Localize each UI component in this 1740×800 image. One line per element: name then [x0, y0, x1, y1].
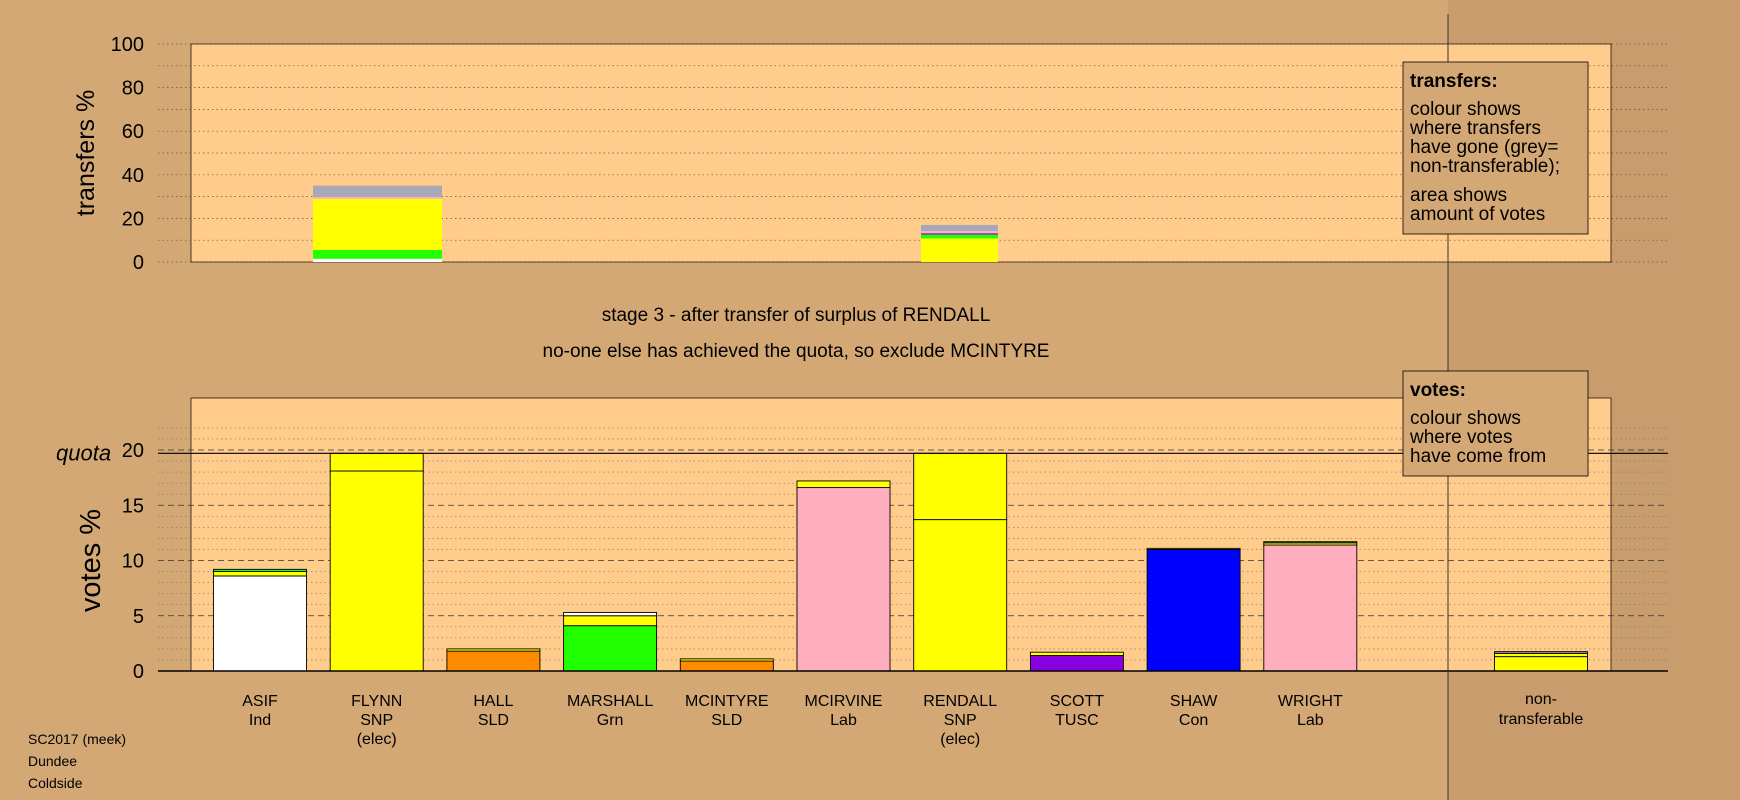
candidate-party-label: Ind	[249, 712, 271, 729]
transfer-segment-rendall	[921, 233, 998, 235]
non-transferable-label: non-	[1525, 691, 1557, 708]
vote-segment-flynn	[329, 452, 424, 472]
candidate-party-label: Lab	[1297, 712, 1324, 729]
candidate-party-label: SNP	[944, 712, 977, 729]
vote-segment-flynn	[329, 470, 424, 672]
candidate-party-label: SNP	[360, 712, 393, 729]
transfer-segment-rendall	[921, 238, 998, 262]
vote-segment-non-transferable	[1494, 656, 1588, 672]
footer-line-2: Dundee	[28, 753, 77, 769]
transfer-segment-rendall	[921, 231, 998, 234]
votes-legend-text: colour shows	[1410, 408, 1521, 429]
candidate-party-label: SLD	[711, 712, 742, 729]
votes-legend-text: where votes	[1409, 427, 1512, 448]
candidate-name-label: FLYNN	[351, 693, 402, 710]
candidate-name-label: MCINTYRE	[685, 693, 769, 710]
candidate-party-label: SLD	[478, 712, 509, 729]
transfers-y-tick-label: 40	[122, 165, 144, 187]
vote-segment-marshall	[563, 625, 658, 672]
candidate-party-label: Grn	[597, 712, 624, 729]
transfer-segment-flynn	[313, 250, 442, 259]
candidate-party-label: Lab	[830, 712, 857, 729]
transfers-y-tick-label: 100	[111, 34, 144, 56]
transfers-y-tick-label: 20	[122, 208, 144, 230]
vote-segment-marshall	[563, 615, 658, 627]
votes-y-tick-label: 5	[133, 606, 144, 628]
transfer-segment-rendall	[921, 224, 998, 232]
vote-segment-rendall	[913, 519, 1008, 672]
non-transferable-label: transferable	[1499, 711, 1584, 728]
votes-legend-text: have come from	[1410, 446, 1546, 467]
transfers-y-tick-label: 80	[122, 78, 144, 100]
votes-y-tick-label: 20	[122, 440, 144, 462]
transfers-y-tick-label: 0	[133, 252, 144, 274]
transfers-legend-text: have gone (grey=	[1410, 137, 1558, 158]
candidate-name-label: HALL	[473, 693, 513, 710]
vote-segment-wright	[1263, 544, 1358, 672]
transfers-legend-text: amount of votes	[1410, 204, 1545, 225]
vote-segment-hall	[446, 650, 541, 672]
transfer-segment-flynn	[313, 258, 442, 262]
footer-line-3: Coldside	[28, 775, 83, 791]
vote-segment-asif	[213, 571, 307, 577]
vote-segment-asif	[213, 568, 307, 573]
candidate-name-label: RENDALL	[923, 693, 997, 710]
votes-y-tick-label: 0	[133, 661, 144, 683]
votes-plot-area	[190, 397, 1612, 672]
votes-legend-title: votes:	[1410, 380, 1466, 401]
vote-segment-scott	[1029, 651, 1124, 656]
vote-segment-mcintyre	[679, 660, 774, 672]
vote-segment-shaw	[1146, 547, 1241, 550]
transfers-legend-text: non-transferable);	[1410, 156, 1560, 177]
transfers-legend-box	[1402, 61, 1589, 235]
votes-y-axis-label: votes %	[75, 509, 107, 612]
vote-segment-mcirvine	[796, 487, 891, 672]
vote-segment-mcirvine	[796, 480, 891, 489]
candidate-name-label: SHAW	[1170, 693, 1218, 710]
transfers-legend-text: colour shows	[1410, 99, 1521, 120]
quota-label: quota	[56, 440, 111, 465]
vote-segment-non-transferable	[1494, 652, 1588, 658]
vote-segment-scott	[1029, 655, 1124, 672]
vote-segment-rendall	[913, 452, 1008, 521]
transfer-segment-flynn	[313, 198, 442, 251]
transfers-legend-title: transfers:	[1410, 71, 1498, 92]
candidate-name-label: MARSHALL	[567, 693, 653, 710]
candidate-elected-label: (elec)	[940, 731, 980, 748]
candidate-elected-label: (elec)	[357, 731, 397, 748]
vote-segment-mcintyre	[679, 658, 774, 662]
candidate-name-label: WRIGHT	[1278, 693, 1343, 710]
transfers-y-axis-label: transfers %	[72, 90, 100, 216]
transfers-y-tick-label: 60	[122, 121, 144, 143]
votes-legend-box	[1402, 370, 1589, 477]
candidate-party-label: Con	[1179, 712, 1208, 729]
candidate-party-label: TUSC	[1055, 712, 1099, 729]
transfer-segment-rendall	[921, 234, 998, 239]
vote-segment-non-transferable	[1494, 651, 1588, 654]
vote-segment-hall	[446, 648, 541, 652]
candidate-name-label: ASIF	[242, 693, 278, 710]
votes-y-tick-label: 15	[122, 495, 144, 517]
vote-segment-shaw	[1146, 549, 1241, 672]
transfers-legend-text: where transfers	[1409, 118, 1541, 139]
candidate-name-label: MCIRVINE	[805, 693, 883, 710]
transfer-segment-flynn	[313, 185, 442, 198]
vote-segment-wright	[1263, 541, 1358, 544]
vote-segment-marshall	[563, 611, 658, 617]
candidate-name-label: SCOTT	[1050, 693, 1104, 710]
footer-line-1: SC2017 (meek)	[28, 731, 126, 747]
stage-title-line-1: stage 3 - after transfer of surplus of R…	[602, 305, 991, 326]
stage-title-line-2: no-one else has achieved the quota, so e…	[543, 341, 1050, 362]
vote-segment-asif	[213, 575, 307, 672]
transfer-segment-flynn	[313, 197, 442, 199]
transfers-legend-text: area shows	[1410, 185, 1507, 206]
votes-y-tick-label: 10	[122, 551, 144, 573]
